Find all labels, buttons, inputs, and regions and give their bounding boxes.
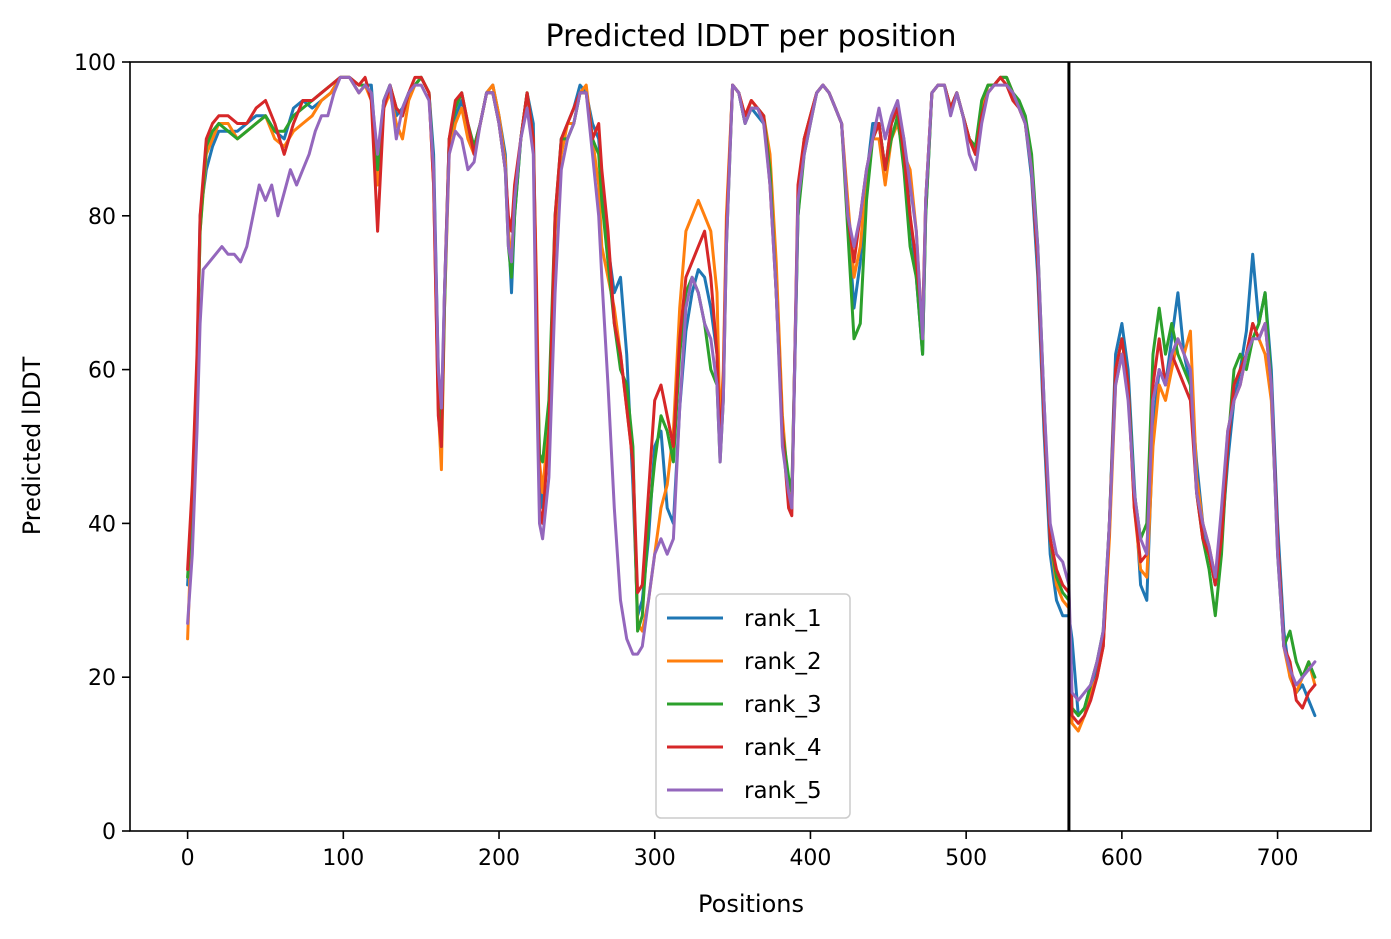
legend-label-rank-5: rank_5 bbox=[744, 778, 822, 804]
ticks-layer: 0 100 200 300 400 500 600 700 0 20 40 60 80 100 bbox=[74, 51, 1299, 871]
legend-label-rank-1: rank_1 bbox=[744, 606, 822, 632]
x-tick-label: 200 bbox=[478, 846, 520, 871]
series-line-rank-4 bbox=[186, 75, 1317, 725]
y-tick-label: 40 bbox=[88, 512, 116, 537]
legend-box bbox=[655, 593, 851, 819]
legend-label-rank-4: rank_4 bbox=[744, 735, 822, 761]
y-axis-label: Predicted lDDT bbox=[18, 356, 46, 535]
y-tick-label: 0 bbox=[102, 820, 116, 845]
legend-label-rank-3: rank_3 bbox=[744, 692, 822, 718]
y-tick-label: 100 bbox=[74, 51, 116, 76]
x-axis-label: Positions bbox=[698, 890, 804, 918]
y-tick-label: 60 bbox=[88, 359, 116, 384]
x-tick-label: 300 bbox=[634, 846, 676, 871]
x-tick-label: 600 bbox=[1101, 846, 1143, 871]
plot-frame bbox=[129, 61, 1372, 832]
series-layer bbox=[186, 75, 1317, 733]
legend: rank_1 rank_2 rank_3 rank_4 rank_5 bbox=[655, 593, 851, 819]
y-tick-label: 80 bbox=[88, 205, 116, 230]
x-tick-label: 700 bbox=[1257, 846, 1299, 871]
x-tick-label: 400 bbox=[789, 846, 831, 871]
x-tick-label: 0 bbox=[181, 846, 195, 871]
y-tick-label: 20 bbox=[88, 666, 116, 691]
series-line-rank-5 bbox=[186, 75, 1317, 702]
x-tick-label: 100 bbox=[322, 846, 364, 871]
x-tick-label: 500 bbox=[945, 846, 987, 871]
legend-label-rank-2: rank_2 bbox=[744, 649, 822, 675]
chart-title: Predicted lDDT per position bbox=[546, 19, 957, 54]
